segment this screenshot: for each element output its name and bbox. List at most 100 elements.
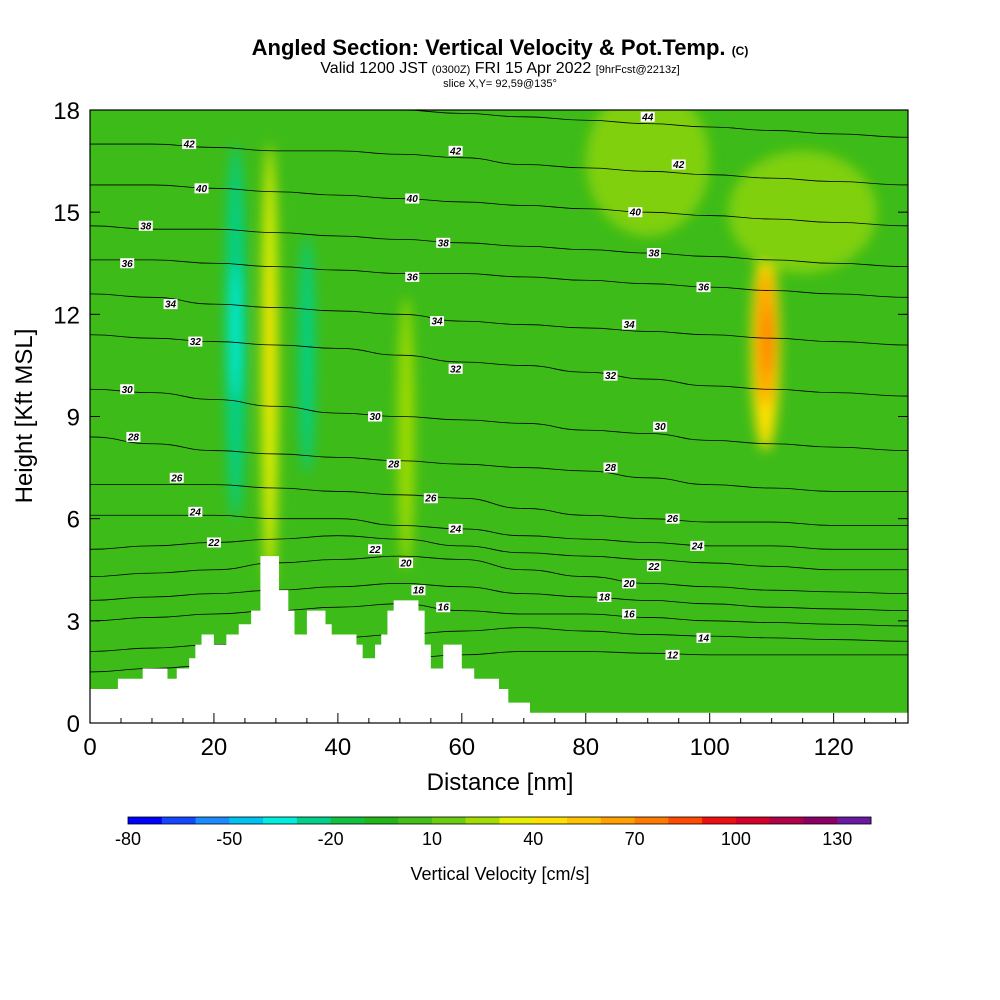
theta-contour-16 (90, 603, 908, 627)
contour-label: 22 (368, 544, 383, 556)
contour-label: 28 (386, 459, 401, 471)
velocity-upward-core (397, 297, 415, 570)
contour-label: 40 (405, 193, 420, 205)
y-tick-label: 0 (67, 711, 80, 738)
contour-label-text: 32 (450, 364, 462, 375)
theta-contour-22 (90, 535, 908, 571)
colorbar-swatch (128, 817, 163, 824)
x-tick-label: 100 (690, 734, 730, 761)
contour-label-text: 38 (438, 238, 450, 249)
colorbar-swatch (533, 817, 568, 824)
contour-label: 12 (665, 649, 680, 661)
subtitle-forecast: [9hrFcst@2213z] (595, 64, 680, 76)
contour-label-text: 34 (624, 320, 636, 331)
contour-label-text: 24 (189, 507, 202, 518)
contour-label: 28 (126, 431, 141, 443)
contour-label-text: 40 (629, 208, 642, 219)
contour-label: 36 (405, 271, 420, 283)
colorbar-tick-label: -20 (318, 829, 344, 849)
contour-label-text: 32 (190, 337, 202, 348)
contour-label-text: 30 (122, 385, 134, 396)
contour-label-text: 42 (183, 140, 196, 151)
contour-label: 26 (169, 472, 184, 484)
contour-label-text: 26 (170, 473, 183, 484)
contour-label-text: 42 (672, 160, 685, 171)
contour-label: 32 (603, 370, 618, 382)
contour-label-text: 44 (641, 112, 654, 123)
x-tick-label: 120 (814, 734, 854, 761)
contour-label: 34 (163, 299, 178, 311)
contour-label-text: 36 (698, 283, 710, 294)
contour-label: 20 (622, 578, 637, 590)
contour-label: 42 (448, 145, 463, 157)
contour-label: 30 (120, 384, 135, 396)
contour-label-text: 18 (599, 592, 611, 603)
velocity-downward-core (299, 236, 315, 475)
contour-label-text: 30 (369, 412, 381, 423)
contour-label: 38 (138, 220, 153, 232)
chart-title-unit: (C) (731, 44, 749, 58)
colorbar-tick-label: -80 (115, 829, 141, 849)
contour-label: 36 (120, 258, 135, 270)
colorbar-swatch (465, 817, 500, 824)
chart-title-text: Angled Section: Vertical Velocity & Pot.… (251, 35, 726, 60)
contour-label: 24 (448, 523, 463, 535)
contour-label: 16 (622, 609, 637, 621)
contour-labels: 42 40 38 36 34 32 30 28 26 24 22 42 40 38 36 34 32 30 28 26… (120, 111, 711, 661)
velocity-weak-upward-core (585, 110, 710, 236)
contour-label-text: 34 (165, 300, 177, 311)
contour-label: 30 (653, 421, 668, 433)
y-tick-label: 18 (53, 98, 80, 125)
colorbar-swatch (398, 817, 433, 824)
contour-label: 24 (188, 506, 203, 518)
contour-label-text: 42 (449, 146, 462, 157)
terrain-mask (90, 556, 908, 723)
colorbar-swatch (567, 817, 602, 824)
contour-label: 18 (411, 585, 426, 597)
theta-contour-42 (90, 143, 908, 186)
contour-label-text: 38 (140, 221, 152, 232)
slice-label: slice X,Y= 92,59@135° (443, 78, 557, 90)
contour-label-text: 18 (413, 586, 425, 597)
contour-label-text: 16 (624, 610, 636, 621)
theta-contour-32 (90, 334, 908, 397)
theta-contour-18 (90, 582, 908, 612)
velocity-upward-core (763, 307, 774, 376)
contour-label: 26 (423, 493, 438, 505)
colorbar-swatch (837, 817, 872, 824)
colorbar-swatch (364, 817, 399, 824)
contour-label: 36 (696, 282, 711, 294)
colorbar-swatch (431, 817, 467, 824)
contour-label: 28 (603, 462, 618, 474)
contour-label: 32 (448, 363, 463, 375)
contour-label-text: 28 (127, 432, 140, 443)
contour-label-text: 22 (207, 538, 220, 549)
colorbar-tick-label: 10 (422, 829, 442, 849)
contour-label-text: 26 (666, 514, 679, 525)
colorbar-swatch (702, 817, 737, 824)
theta-contours (90, 110, 908, 673)
theta-contour-36 (90, 259, 908, 298)
theta-contour-20 (90, 555, 908, 594)
theta-contour-34 (90, 293, 908, 346)
contour-label: 42 (671, 159, 686, 171)
contour-label: 38 (436, 237, 451, 249)
contour-label: 24 (690, 540, 705, 552)
y-axis-label: Height [Kft MSL] (11, 329, 38, 504)
contour-label-text: 34 (431, 317, 443, 328)
theta-contour-26 (90, 484, 908, 526)
contour-label: 14 (696, 632, 711, 644)
theta-contour-44 (321, 110, 908, 138)
theta-contour-30 (90, 388, 908, 451)
contour-label-text: 16 (438, 603, 450, 614)
contour-label-text: 22 (368, 545, 381, 556)
contour-label-text: 24 (691, 541, 704, 552)
colorbar-swatch (161, 817, 197, 824)
colorbar-swatch (499, 817, 534, 824)
colorbar: -80 -50 -20 10 40 70 100 130 (115, 816, 872, 849)
contour-label-text: 20 (623, 579, 636, 590)
y-tick-label: 6 (67, 507, 80, 534)
subtitle-zulu: (0300Z) (431, 64, 471, 76)
contour-label: 22 (206, 537, 221, 549)
